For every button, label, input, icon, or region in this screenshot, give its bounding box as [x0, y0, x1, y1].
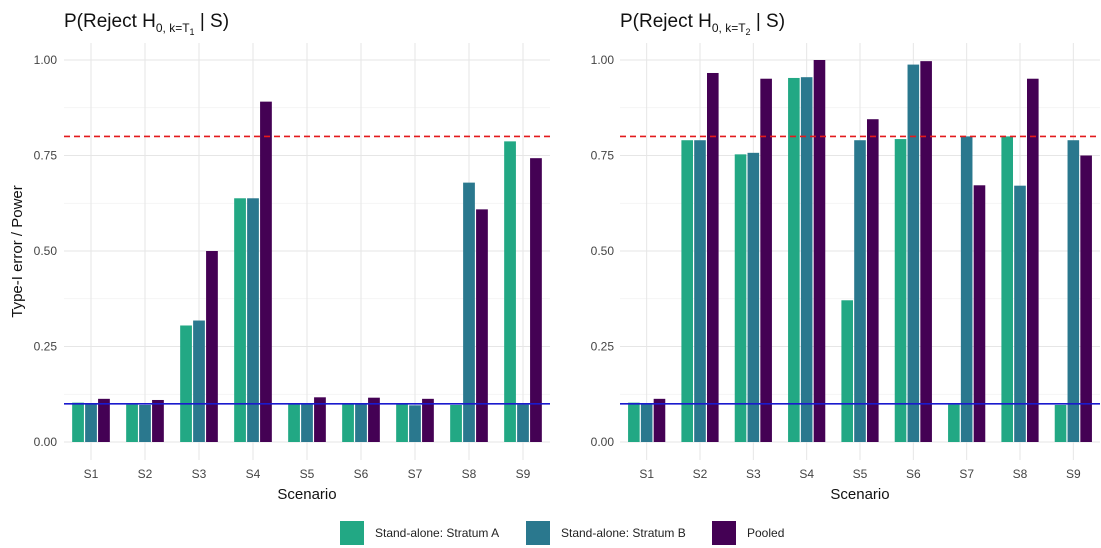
chart-panel-2: 0.00 0.25 0.50 0.75 1.00 S1 S2 S3 S4 S5 S6 S7 S8 S9 Sc… [591, 11, 1100, 503]
bar-pooled-s7 [973, 185, 986, 442]
x-tick-label: S2 [138, 467, 153, 481]
bar-a-s1 [72, 402, 84, 442]
bar-b-s5 [301, 403, 313, 442]
bar-b-s2 [694, 140, 706, 442]
x-tick-label: S5 [853, 467, 868, 481]
bar-b-s7 [409, 405, 421, 442]
x-tick-label: S6 [906, 467, 921, 481]
bar-pooled-s7 [422, 398, 434, 442]
bar-b-s8 [463, 182, 475, 442]
bar-a-s5 [288, 403, 300, 442]
bar-b-s3 [747, 152, 760, 443]
x-tick-label: S1 [639, 467, 654, 481]
chart-title: P(Reject H0, k=T1 | S) [64, 11, 229, 37]
bar-b-s6 [355, 403, 367, 442]
y-tick-label: 0.50 [34, 244, 58, 258]
bar-a-s1 [628, 402, 640, 442]
bar-pooled-s3 [760, 78, 772, 442]
bar-b-s4 [247, 198, 259, 442]
y-tick-label: 0.75 [591, 149, 615, 163]
bar-a-s9 [1054, 404, 1067, 442]
y-tick-label: 1.00 [34, 53, 58, 67]
x-tick-label: S4 [799, 467, 814, 481]
bar-pooled-s6 [920, 61, 932, 443]
bar-a-s7 [948, 404, 960, 442]
x-tick-label: S9 [516, 467, 531, 481]
bar-a-s4 [788, 77, 800, 442]
y-tick-label: 0.00 [34, 435, 58, 449]
bar-pooled-s1 [98, 398, 110, 442]
x-tick-label: S6 [354, 467, 369, 481]
chart-title: P(Reject H0, k=T2 | S) [620, 11, 785, 37]
x-tick-label: S3 [192, 467, 207, 481]
y-tick-label: 0.00 [591, 435, 615, 449]
y-tick-label: 0.50 [591, 244, 615, 258]
x-tick-label: S7 [959, 467, 974, 481]
bar-b-s4 [800, 77, 813, 442]
bar-a-s4 [234, 198, 246, 442]
bar-a-s2 [126, 404, 138, 442]
bar-pooled-s5 [314, 397, 326, 442]
legend: Stand-alone: Stratum A Stand-alone: Strat… [340, 521, 784, 545]
bar-a-s8 [1001, 136, 1013, 442]
bar-a-s3 [180, 325, 192, 442]
bar-a-s5 [841, 300, 853, 442]
bar-a-s2 [681, 140, 693, 442]
x-tick-label: S2 [693, 467, 708, 481]
bar-b-s5 [854, 140, 866, 442]
bar-pooled-s6 [368, 397, 380, 442]
y-tick-label: 0.25 [34, 340, 58, 354]
x-axis-title: Scenario [830, 486, 889, 503]
x-tick-label: S8 [462, 467, 477, 481]
bar-b-s1 [640, 403, 653, 442]
bar-pooled-s5 [867, 119, 879, 443]
y-tick-label: 0.25 [591, 340, 615, 354]
bar-b-s1 [85, 403, 97, 442]
bar-a-s8 [450, 404, 462, 442]
bar-pooled-s9 [530, 158, 542, 442]
legend-label-pooled: Pooled [747, 526, 784, 540]
bar-a-s6 [894, 139, 907, 442]
legend-label-a: Stand-alone: Stratum A [375, 526, 499, 540]
bar-pooled-s3 [206, 251, 218, 442]
bar-pooled-s4 [260, 101, 272, 442]
bar-pooled-s1 [653, 398, 666, 442]
bar-b-s8 [1014, 185, 1026, 443]
x-tick-label: S5 [300, 467, 315, 481]
x-tick-label: S1 [84, 467, 99, 481]
bar-pooled-s2 [152, 399, 164, 442]
legend-label-b: Stand-alone: Stratum B [561, 526, 686, 540]
legend-swatch-a [340, 521, 364, 545]
chart-panel-1: 0.00 0.25 0.50 0.75 1.00 S1 S2 S3 S4 S5 S6 S7 S8 S9 Sc… [9, 11, 550, 503]
x-tick-label: S4 [246, 467, 261, 481]
bar-pooled-s4 [813, 60, 826, 442]
bar-a-s9 [504, 141, 516, 442]
bar-b-s3 [193, 320, 205, 442]
x-tick-label: S3 [746, 467, 761, 481]
y-tick-label: 0.75 [34, 149, 58, 163]
y-tick-label: 1.00 [591, 53, 615, 67]
bar-pooled-s8 [1027, 78, 1039, 442]
bar-b-s9 [517, 404, 529, 442]
x-tick-label: S8 [1013, 467, 1028, 481]
x-tick-label: S9 [1066, 467, 1081, 481]
bar-pooled-s8 [476, 209, 488, 442]
bar-a-s3 [734, 154, 747, 442]
bar-b-s6 [907, 64, 920, 443]
bar-a-s7 [396, 403, 408, 442]
x-axis-title: Scenario [277, 486, 336, 503]
legend-swatch-b [526, 521, 550, 545]
bar-a-s6 [342, 404, 354, 442]
bar-b-s2 [139, 404, 151, 442]
y-axis-title: Type-I error / Power [9, 185, 26, 318]
legend-swatch-pooled [712, 521, 736, 545]
bar-pooled-s9 [1080, 155, 1092, 442]
bar-b-s7 [960, 136, 973, 442]
bar-pooled-s2 [707, 72, 719, 442]
x-tick-label: S7 [408, 467, 423, 481]
bar-b-s9 [1067, 140, 1080, 442]
